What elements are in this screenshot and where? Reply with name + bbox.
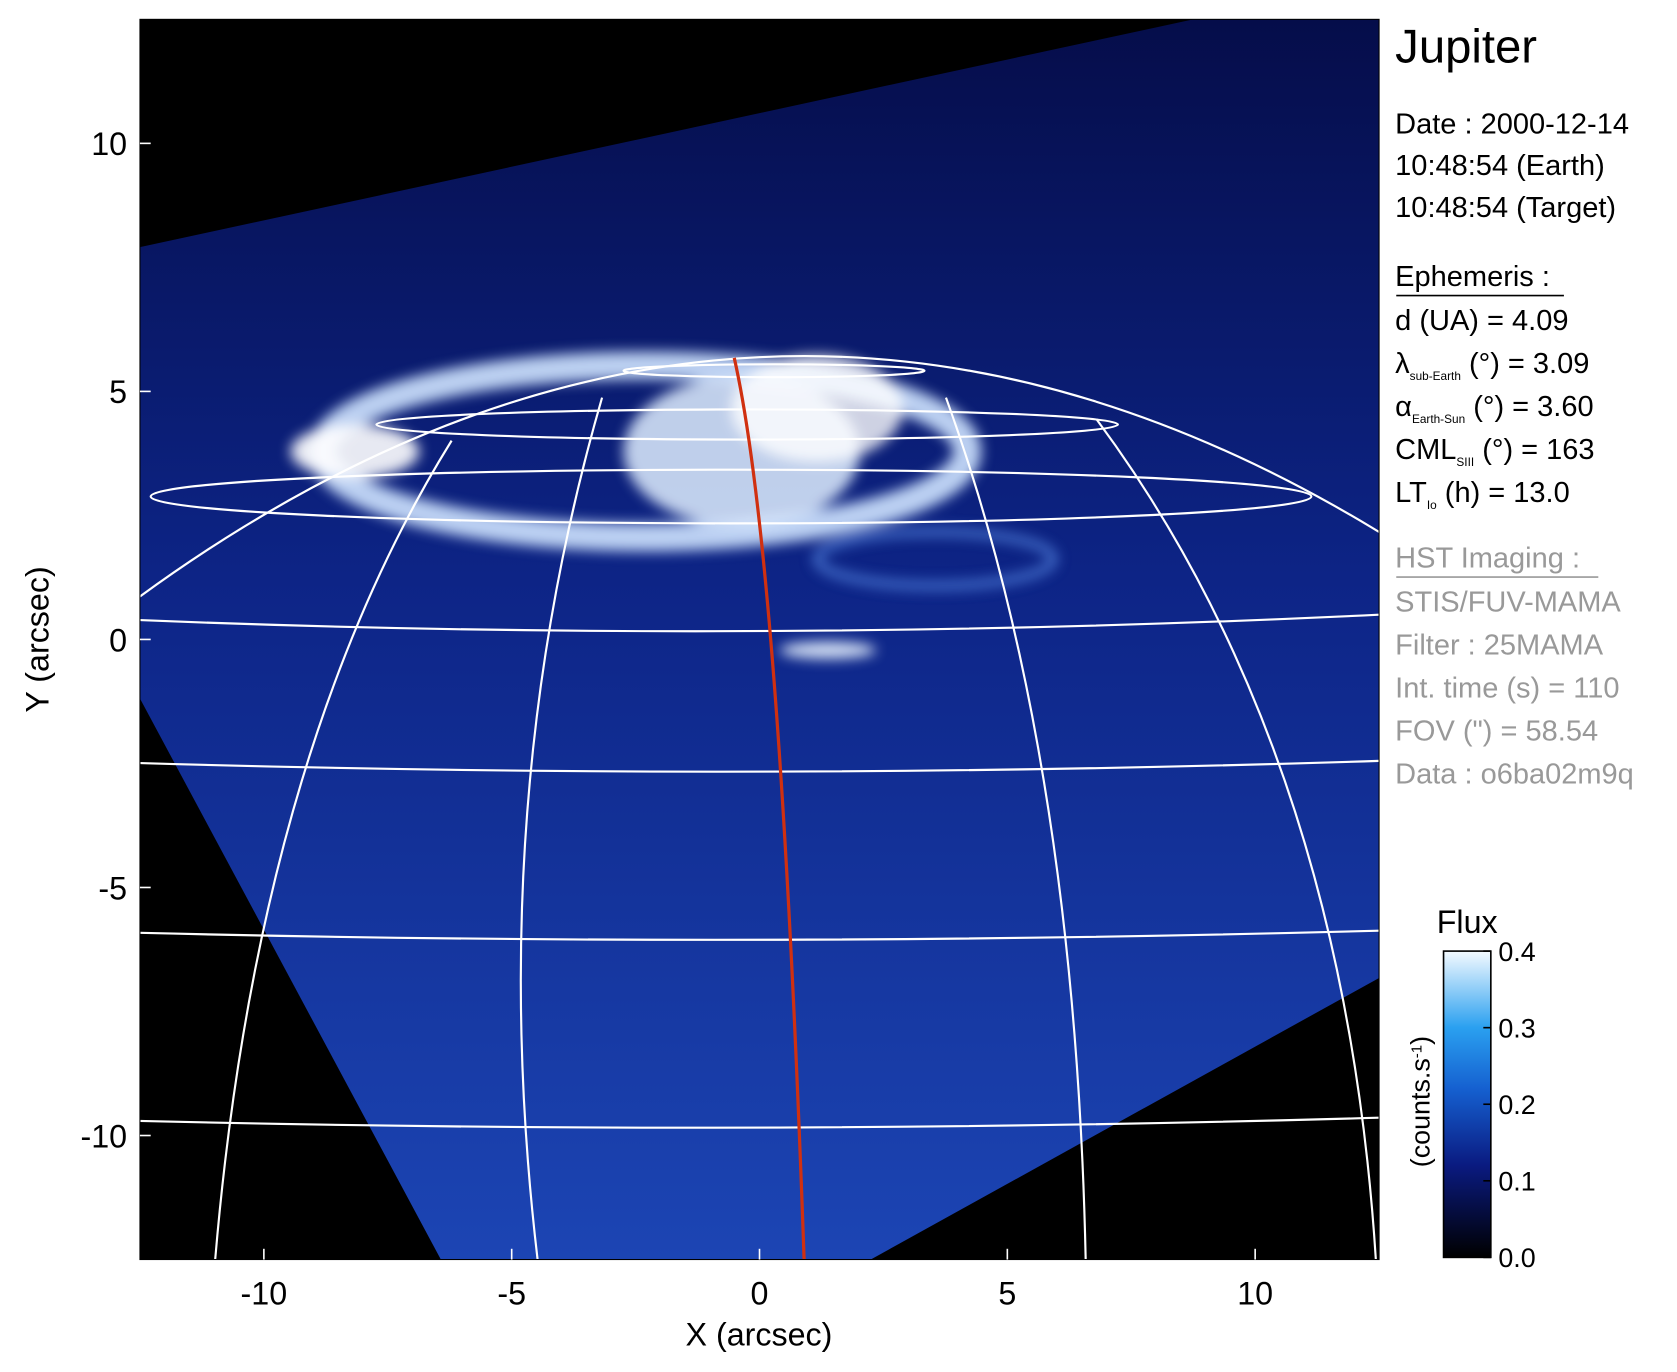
ephemeris-part: SIII xyxy=(1456,455,1474,469)
x-tick-label: -10 xyxy=(241,1276,288,1312)
ephemeris-line: LTIo (h) = 13.0 xyxy=(1395,477,1570,512)
imaging-heading: HST Imaging : xyxy=(1395,542,1580,574)
date-line: 10:48:54 (Earth) xyxy=(1395,150,1605,182)
ephemeris-line: λsub-Earth (°) = 3.09 xyxy=(1395,348,1589,383)
image-plot xyxy=(139,19,1380,1260)
ephemeris-part: CML xyxy=(1395,434,1456,466)
colorbar-tick-label: 0.4 xyxy=(1498,937,1535,967)
ephemeris-part: (h) = 13.0 xyxy=(1437,477,1570,509)
imaging-line: Filter : 25MAMA xyxy=(1395,629,1604,661)
ephemeris-part: (°) = 3.09 xyxy=(1461,348,1589,380)
x-axis-label: X (arcsec) xyxy=(686,1317,833,1353)
ephemeris-line: d (UA) = 4.09 xyxy=(1395,305,1568,337)
colorbar-tick-label: 0.1 xyxy=(1498,1166,1535,1196)
ephemeris-part: (°) = 163 xyxy=(1474,434,1594,466)
ephemeris-line: CMLSIII (°) = 163 xyxy=(1395,434,1594,469)
colorbar-label-part: ) xyxy=(1406,1036,1436,1045)
y-tick-label: 10 xyxy=(91,126,127,162)
y-tick-label: -5 xyxy=(98,870,127,906)
colorbar-tick-label: 0.2 xyxy=(1498,1090,1535,1120)
ephemeris-part: λ xyxy=(1395,348,1410,380)
aurora xyxy=(290,351,1058,659)
imaging-line: Int. time (s) = 110 xyxy=(1395,672,1619,704)
detector-image xyxy=(139,19,1380,1260)
ephemeris-part: sub-Earth xyxy=(1410,369,1461,383)
imaging-line: STIS/FUV-MAMA xyxy=(1395,586,1621,618)
colorbar-label-part: (counts.s xyxy=(1406,1058,1436,1167)
imaging-line: FOV (") = 58.54 xyxy=(1395,715,1598,747)
grid-overlay xyxy=(139,355,1380,1260)
date-line: Date : 2000-12-14 xyxy=(1395,108,1629,140)
x-tick-label: 5 xyxy=(998,1276,1016,1312)
y-tick-label: 0 xyxy=(109,622,127,658)
y-tick-label: 5 xyxy=(109,374,127,410)
central-meridian xyxy=(732,357,806,1260)
ephemeris-part: d (UA) = 4.09 xyxy=(1395,305,1568,337)
date-line: 10:48:54 (Target) xyxy=(1395,192,1616,224)
x-tick-label: 0 xyxy=(751,1276,769,1312)
y-axis-label: Y (arcsec) xyxy=(20,566,56,712)
colorbar-label-part: -1 xyxy=(1408,1045,1425,1058)
ephemeris-part: α xyxy=(1395,391,1412,423)
ephemeris-part: Io xyxy=(1427,498,1437,512)
panel-title: Jupiter xyxy=(1395,20,1537,73)
ephemeris-line: αEarth-Sun (°) = 3.60 xyxy=(1395,391,1593,426)
colorbar-tick-label: 0.0 xyxy=(1498,1243,1535,1273)
colorbar-label: (counts.s-1) xyxy=(1406,1036,1436,1167)
ephemeris-heading: Ephemeris : xyxy=(1395,261,1550,293)
ephemeris-part: LT xyxy=(1395,477,1427,509)
y-tick-label: -10 xyxy=(80,1118,127,1154)
x-tick-label: -5 xyxy=(497,1276,526,1312)
ephemeris-part: (°) = 3.60 xyxy=(1465,391,1593,423)
ephemeris-part: Earth-Sun xyxy=(1412,412,1465,426)
colorbar-title: Flux xyxy=(1437,904,1498,940)
colorbar-tick-label: 0.3 xyxy=(1498,1013,1535,1043)
x-tick-label: 10 xyxy=(1237,1276,1273,1312)
imaging-line: Data : o6ba02m9q xyxy=(1395,758,1634,790)
